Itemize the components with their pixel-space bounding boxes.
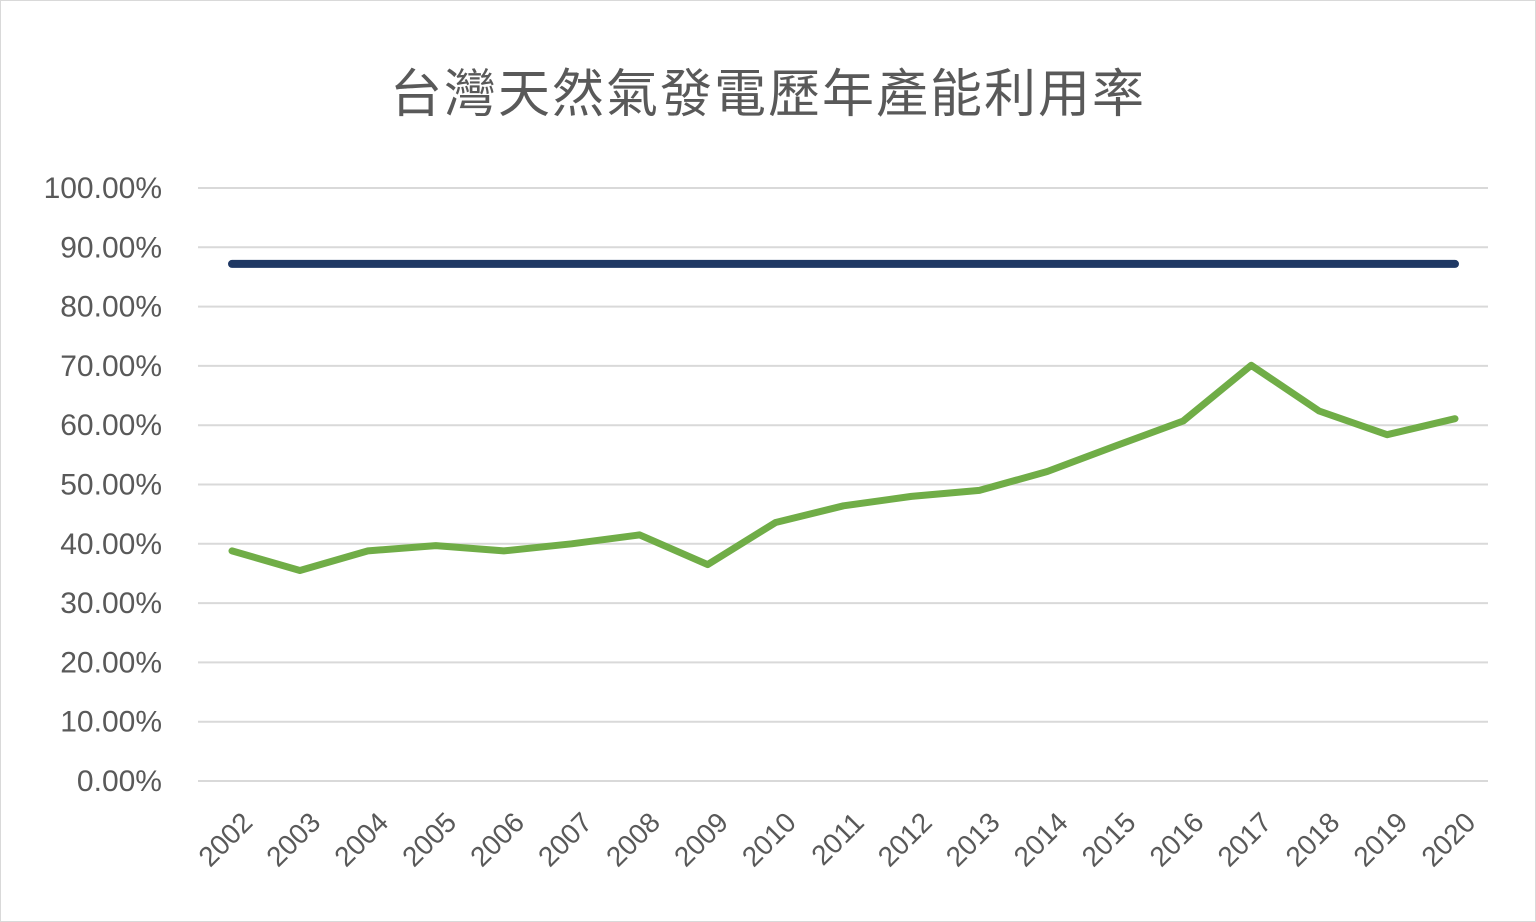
x-tick-label: 2004 (328, 806, 394, 872)
x-tick-label: 2016 (1144, 806, 1210, 872)
x-tick-label: 2007 (532, 806, 598, 872)
x-tick-label: 2009 (668, 806, 734, 872)
x-tick-label: 2003 (260, 806, 326, 872)
x-axis-ticks: 2002 2003 2004 2005 2006 2007 2008 2009 2010 2011… (192, 806, 1481, 872)
x-tick-label: 2005 (396, 806, 462, 872)
y-tick-label: 10.00% (60, 706, 162, 739)
x-tick-label: 2010 (736, 806, 802, 872)
x-tick-label: 2013 (940, 806, 1006, 872)
series-lines (228, 259, 1459, 574)
x-tick-label: 2008 (600, 806, 666, 872)
x-tick-label: 2015 (1076, 806, 1142, 872)
y-tick-label: 90.00% (60, 231, 162, 264)
x-tick-label: 2019 (1347, 806, 1413, 872)
x-tick-label: 2011 (805, 806, 870, 871)
y-tick-label: 20.00% (60, 646, 162, 679)
chart-title: 台灣天然氣發電歷年產能利用率 (389, 65, 1146, 125)
series-line-2 (228, 361, 1459, 574)
x-tick-label: 2002 (192, 806, 258, 872)
y-tick-label: 60.00% (60, 409, 162, 442)
x-tick-label: 2017 (1212, 806, 1278, 872)
y-tick-label: 100.00% (44, 172, 162, 205)
y-tick-label: 40.00% (60, 528, 162, 561)
gridlines (198, 187, 1488, 782)
y-tick-label: 50.00% (60, 469, 162, 502)
y-tick-label: 80.00% (60, 291, 162, 324)
y-tick-label: 0.00% (77, 765, 162, 798)
y-axis-ticks: 0.00% 10.00% 20.00% 30.00% 40.00% 50.00% 60.00… (44, 172, 162, 798)
x-tick-label: 2012 (872, 806, 938, 872)
x-tick-label: 2018 (1280, 806, 1346, 872)
x-tick-label: 2020 (1415, 806, 1481, 872)
x-tick-label: 2006 (464, 806, 530, 872)
y-tick-label: 70.00% (60, 350, 162, 383)
y-tick-label: 30.00% (60, 587, 162, 620)
x-tick-label: 2014 (1008, 806, 1074, 872)
